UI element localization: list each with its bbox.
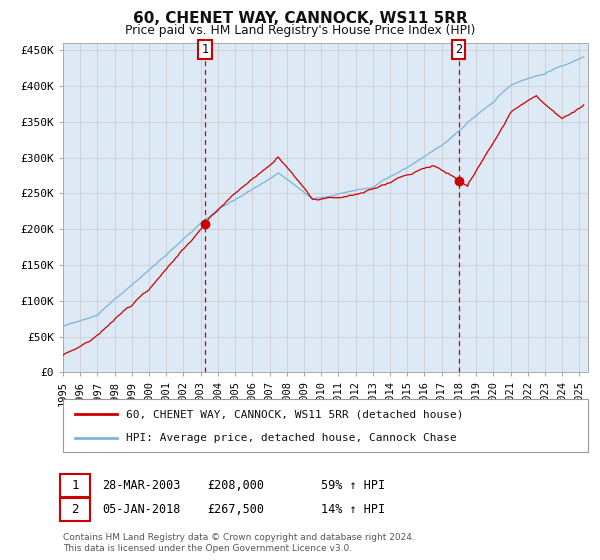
Text: HPI: Average price, detached house, Cannock Chase: HPI: Average price, detached house, Cann… [126, 432, 457, 442]
Text: 28-MAR-2003: 28-MAR-2003 [102, 479, 181, 492]
Text: 14% ↑ HPI: 14% ↑ HPI [321, 503, 385, 516]
Text: £208,000: £208,000 [207, 479, 264, 492]
Text: 60, CHENET WAY, CANNOCK, WS11 5RR: 60, CHENET WAY, CANNOCK, WS11 5RR [133, 11, 467, 26]
Text: 60, CHENET WAY, CANNOCK, WS11 5RR (detached house): 60, CHENET WAY, CANNOCK, WS11 5RR (detac… [126, 409, 464, 419]
Text: 2: 2 [71, 503, 79, 516]
Text: Contains HM Land Registry data © Crown copyright and database right 2024.: Contains HM Land Registry data © Crown c… [63, 533, 415, 542]
Text: Price paid vs. HM Land Registry's House Price Index (HPI): Price paid vs. HM Land Registry's House … [125, 24, 475, 37]
Text: 1: 1 [202, 43, 209, 56]
Text: This data is licensed under the Open Government Licence v3.0.: This data is licensed under the Open Gov… [63, 544, 352, 553]
Text: 2: 2 [455, 43, 463, 56]
Text: 1: 1 [71, 479, 79, 492]
Text: 05-JAN-2018: 05-JAN-2018 [102, 503, 181, 516]
Text: 59% ↑ HPI: 59% ↑ HPI [321, 479, 385, 492]
Text: £267,500: £267,500 [207, 503, 264, 516]
